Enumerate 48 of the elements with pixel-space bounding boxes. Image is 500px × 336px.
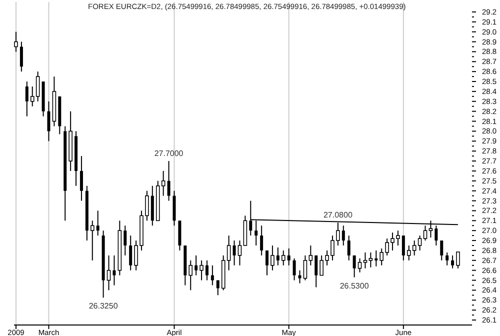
candlestick <box>314 254 318 288</box>
candlestick <box>281 250 286 266</box>
candlestick <box>188 260 193 291</box>
annotation: 26.5300 <box>340 281 370 290</box>
candlestick <box>303 254 308 281</box>
candlestick <box>232 240 236 266</box>
candlestick <box>194 254 198 276</box>
candlestick <box>374 250 378 267</box>
candlestick <box>205 260 208 281</box>
annotation: 26.3250 <box>88 302 118 311</box>
candlestick <box>266 250 269 276</box>
candlestick <box>292 258 296 281</box>
candlestick <box>287 248 290 266</box>
candlestick <box>167 160 170 202</box>
candlestick <box>298 270 302 284</box>
candlestick <box>112 254 116 286</box>
candlestick <box>129 235 132 271</box>
candlestick <box>418 235 422 251</box>
candlestick <box>352 254 356 278</box>
candlestick <box>20 41 23 72</box>
candlestick <box>200 260 204 281</box>
candlestick <box>451 254 454 269</box>
candlestick <box>363 252 368 269</box>
candlestick <box>80 156 83 202</box>
candlestick <box>402 235 405 261</box>
candlestick <box>124 225 127 256</box>
annotation: 27.7000 <box>154 149 184 158</box>
candlestick <box>347 235 350 261</box>
candlestick <box>216 280 220 296</box>
candlestick <box>270 244 274 271</box>
candlestick <box>238 240 242 266</box>
candlestick <box>342 225 345 246</box>
candlestick <box>456 251 460 269</box>
candlestick <box>308 244 313 266</box>
candlestick <box>260 225 264 256</box>
candlestick <box>14 31 18 52</box>
candlestick <box>90 220 94 261</box>
candlestick <box>368 252 373 268</box>
candlestick <box>210 264 214 286</box>
candlestick <box>47 100 50 142</box>
candlestick <box>106 254 111 291</box>
candlestick <box>358 258 362 273</box>
annotation: 27.0800 <box>323 210 353 220</box>
candlestick <box>25 81 28 117</box>
candlestick <box>446 252 449 266</box>
candlestick <box>276 246 280 266</box>
candlestick <box>440 240 444 261</box>
candlestick <box>96 210 100 236</box>
